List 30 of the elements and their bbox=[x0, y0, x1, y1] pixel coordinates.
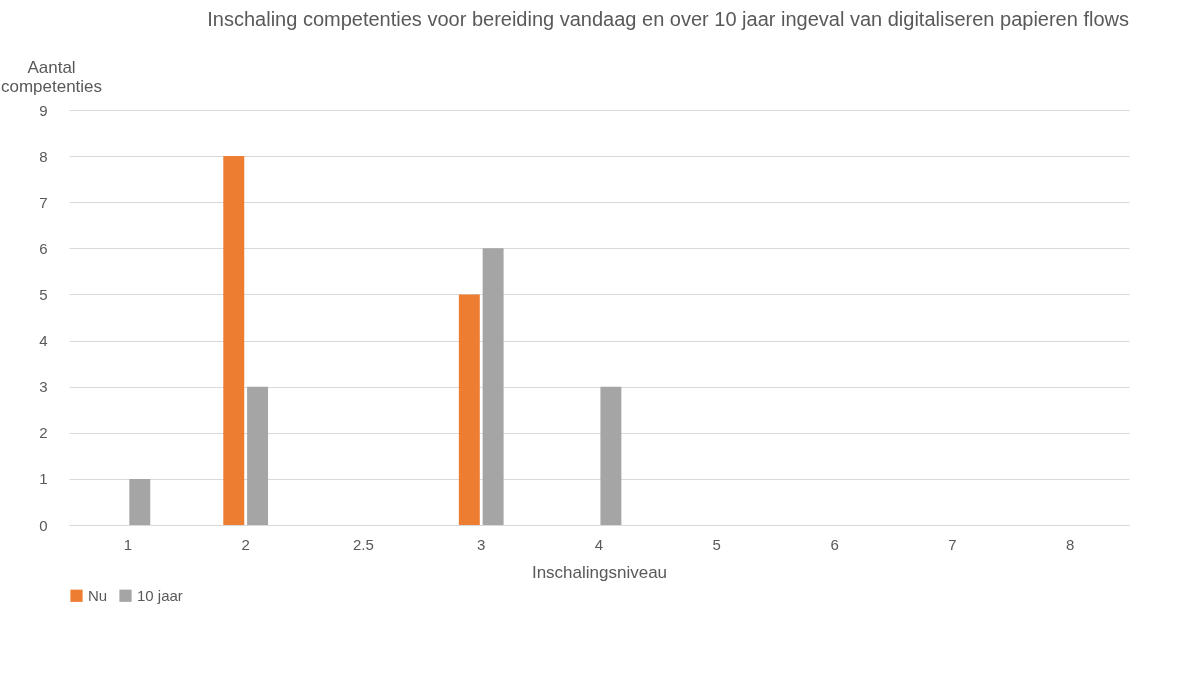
y-tick-label: 8 bbox=[39, 147, 48, 165]
y-axis-title: Aantal competenties bbox=[0, 57, 103, 96]
bar bbox=[129, 478, 151, 525]
y-tick-label: 1 bbox=[39, 470, 48, 488]
x-tick-label: 8 bbox=[1065, 535, 1075, 553]
bar bbox=[458, 294, 480, 525]
y-tick-label: 0 bbox=[39, 516, 48, 534]
y-tick-label: 6 bbox=[39, 239, 48, 257]
y-tick-label: 4 bbox=[39, 332, 48, 350]
x-tick-label: 2 bbox=[241, 535, 250, 553]
y-tick-label: 2 bbox=[39, 424, 48, 442]
x-tick-label: 4 bbox=[594, 535, 604, 553]
x-tick-label: 7 bbox=[948, 535, 957, 553]
x-tick-label: 2.5 bbox=[353, 535, 374, 553]
x-tick-label: 1 bbox=[123, 535, 133, 553]
x-tick-label: 6 bbox=[830, 535, 839, 553]
bar bbox=[247, 386, 269, 525]
bar bbox=[223, 156, 245, 525]
bar bbox=[482, 248, 504, 525]
x-tick-label: 5 bbox=[712, 535, 721, 553]
legend-label: 10 jaar bbox=[137, 586, 183, 604]
x-axis-title: Inschalingsniveau bbox=[531, 562, 668, 582]
y-tick-label: 5 bbox=[39, 285, 48, 303]
chart-title: Inschaling competenties voor bereiding vandaag en over 10 jaar ingeval van digitaliseren papieren flows bbox=[207, 8, 1129, 30]
x-tick-label: 3 bbox=[477, 535, 486, 553]
y-tick-label: 9 bbox=[39, 101, 48, 119]
y-tick-label: 3 bbox=[39, 378, 48, 396]
legend-label: Nu bbox=[88, 586, 108, 604]
y-tick-label: 7 bbox=[39, 193, 48, 211]
bar bbox=[600, 386, 622, 525]
